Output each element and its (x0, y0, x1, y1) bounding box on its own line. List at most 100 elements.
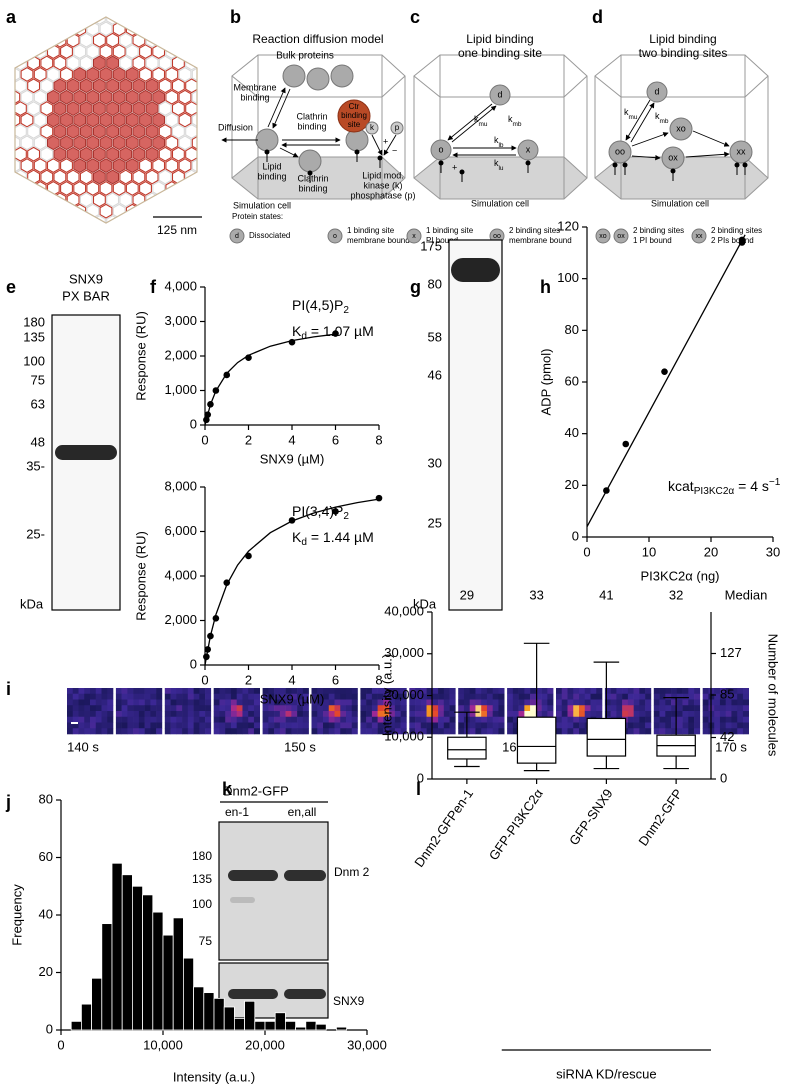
lattice-cell (165, 203, 179, 219)
annotation-part: d (301, 537, 307, 548)
lattice-cell (119, 32, 133, 48)
pixel (694, 728, 701, 735)
pixel (702, 711, 709, 718)
x-tick-label: 30,000 (347, 1037, 387, 1052)
pixel (671, 688, 678, 695)
pixel (176, 693, 183, 700)
lattice-cell (106, 32, 120, 48)
lattice-cell (0, 182, 7, 196)
pixel (253, 722, 260, 729)
lattice-cell (219, 45, 231, 59)
pixel (676, 728, 683, 735)
bar (101, 923, 113, 1031)
label: d (654, 86, 659, 96)
pixel (438, 728, 445, 735)
lattice-cell (47, 89, 60, 105)
label: 180 (23, 314, 45, 329)
pixel (138, 699, 145, 706)
pixel (596, 705, 603, 712)
pixel (481, 711, 488, 718)
pixel (420, 728, 427, 735)
lattice-cell (158, 192, 172, 208)
label: ox (617, 233, 625, 240)
lattice-cell (46, 21, 60, 37)
pixel (236, 716, 243, 723)
pixel (556, 722, 563, 729)
pixel (176, 722, 183, 729)
pixel (199, 716, 206, 723)
pixel (78, 722, 85, 729)
panel-letter: f (150, 277, 157, 297)
lattice-cell (132, 101, 146, 116)
pixel (95, 693, 102, 700)
label: Dnm 2 (334, 865, 370, 879)
lattice-cell (219, 22, 231, 36)
lattice-cell (199, 56, 211, 70)
pixel (366, 716, 373, 723)
pixel (242, 728, 249, 735)
gel (218, 821, 329, 961)
lattice-cell (20, 203, 34, 219)
pixel (671, 711, 678, 718)
lattice-cell (145, 55, 159, 71)
pixel (653, 693, 660, 700)
pixel (590, 711, 597, 718)
pixel (328, 705, 335, 712)
lattice-cell (140, 227, 152, 241)
label: 2 binding sites (711, 226, 762, 235)
label: ox (668, 152, 678, 162)
group-label: siRNA KD/rescue (556, 1066, 656, 1081)
pixel (182, 699, 189, 706)
y-axis-label: Intensity (a.u.) (379, 654, 394, 736)
pixel (297, 693, 304, 700)
lattice-cell (145, 146, 159, 162)
pixel (274, 728, 281, 735)
lattice-cell (125, 158, 139, 173)
pixel (176, 716, 183, 723)
pixel (604, 711, 611, 718)
pixel (463, 688, 470, 695)
pixel (481, 705, 488, 712)
pixel (731, 716, 738, 723)
pixel (579, 711, 586, 718)
pixel (725, 705, 732, 712)
lattice-cell (199, 193, 211, 207)
lattice-cell (1, 33, 13, 47)
pixel (205, 711, 212, 718)
label: SNX9 (69, 271, 103, 286)
pixel (72, 705, 79, 712)
lattice-cell (132, 146, 146, 162)
pixel (317, 693, 324, 700)
pixel (633, 688, 640, 695)
pixel (371, 699, 378, 706)
pixel (72, 722, 79, 729)
pixel (377, 711, 384, 718)
pixel (371, 693, 378, 700)
pixel (714, 699, 721, 706)
pixel (67, 693, 74, 700)
pixel (449, 699, 456, 706)
pixel (688, 728, 695, 735)
pixel (115, 688, 122, 695)
pixel (547, 693, 554, 700)
pixel (458, 728, 465, 735)
label: 80 (428, 276, 442, 291)
pixel (199, 722, 206, 729)
x-tick-label: 30 (766, 544, 780, 559)
x-axis-label: Intensity (a.u.) (173, 1069, 255, 1084)
y-tick-label: 20 (39, 964, 53, 979)
pixel (719, 699, 726, 706)
lattice-cell (99, 44, 113, 60)
lattice-cell (225, 147, 237, 161)
lattice-cell (139, 44, 152, 60)
lattice-cell (34, 0, 46, 13)
binding-site (337, 99, 371, 133)
pixel (737, 699, 744, 706)
lattice-cell (53, 101, 67, 116)
lattice-cell (205, 113, 217, 127)
pixel (242, 693, 249, 700)
pixel (176, 688, 183, 695)
pixel (426, 705, 433, 712)
pixel (653, 722, 660, 729)
bar (274, 1012, 286, 1031)
